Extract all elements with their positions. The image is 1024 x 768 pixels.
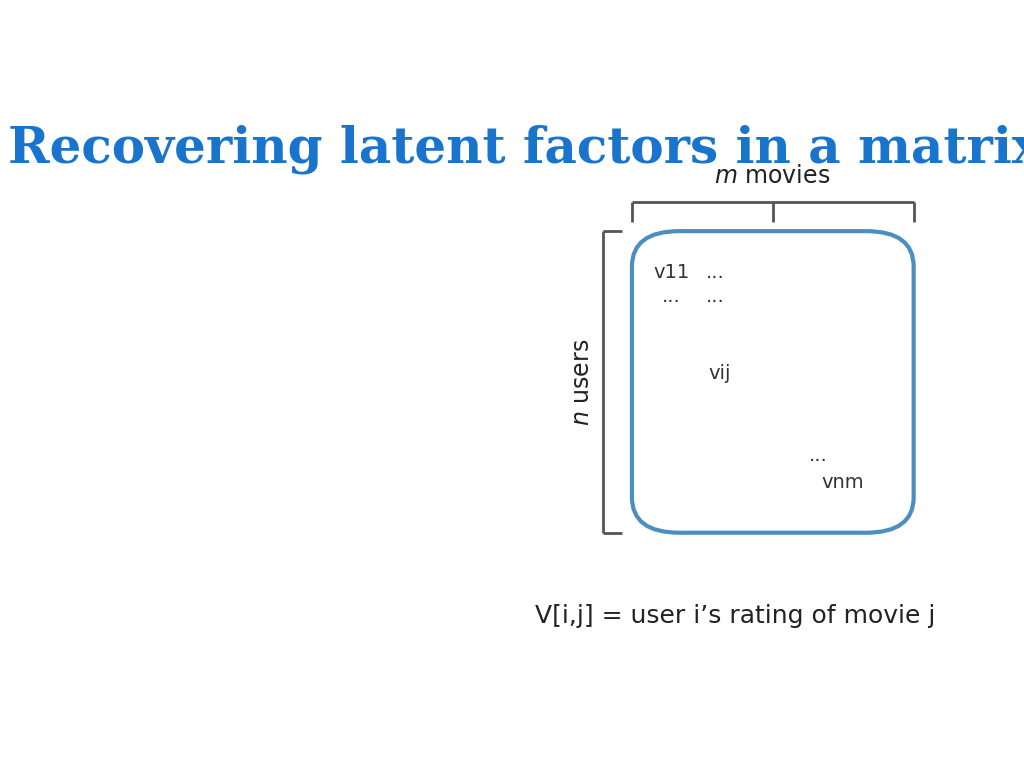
Text: ...: ... xyxy=(809,446,827,465)
Text: ...: ... xyxy=(706,263,725,282)
Text: $n$ users: $n$ users xyxy=(570,338,594,425)
Text: ...: ... xyxy=(663,286,681,306)
Text: vnm: vnm xyxy=(821,473,863,492)
Text: V[i,j] = user i’s rating of movie j: V[i,j] = user i’s rating of movie j xyxy=(535,604,935,627)
Text: v11: v11 xyxy=(653,263,690,282)
Text: ...: ... xyxy=(706,286,725,306)
Text: Recovering latent factors in a matrix: Recovering latent factors in a matrix xyxy=(8,124,1024,174)
Text: $m$ movies: $m$ movies xyxy=(715,164,830,188)
Text: vij: vij xyxy=(708,363,730,382)
